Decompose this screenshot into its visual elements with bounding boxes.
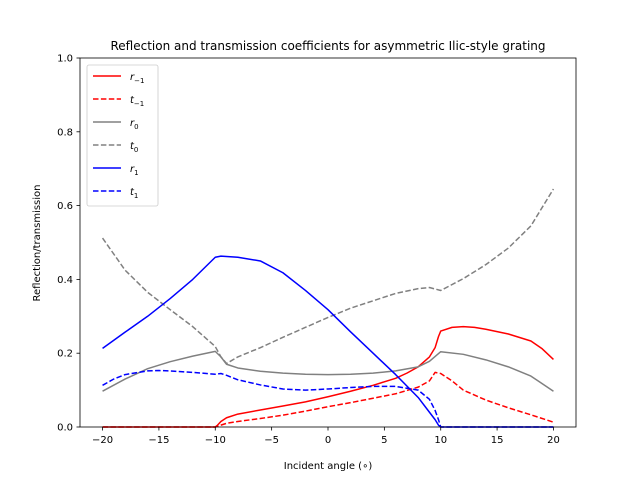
plot-area: −20 −15 −10 −5 0 5 10 15 20 0.0 0.2 0.4 0.6 0.8 1.0 [57, 54, 577, 446]
x-tick-label: −5 [264, 435, 279, 446]
x-tick-label: 5 [381, 435, 387, 446]
legend-box [86, 64, 159, 207]
y-tick-label: 1.0 [57, 54, 73, 65]
series-line-5 [102, 369, 554, 428]
x-tick-label: −20 [92, 435, 113, 446]
x-tick-label: 0 [325, 435, 331, 446]
chart-title: Reflection and transmission coefficients… [110, 39, 545, 53]
legend: r−1 t−1 r0 t0 r1 t1 [86, 64, 159, 207]
x-axis-label: Incident angle (∘) [284, 461, 373, 472]
series-line-1 [102, 371, 554, 428]
x-tick-label: 10 [434, 435, 447, 446]
x-tick-label: 15 [491, 435, 504, 446]
legend-label-0: r−1 [130, 72, 144, 85]
series-line-3 [101, 188, 555, 365]
legend-label-4: r1 [130, 164, 139, 177]
x-tick-label: −10 [205, 435, 226, 446]
legend-label-5: t1 [130, 187, 138, 200]
x-tick-label: 20 [547, 435, 560, 446]
y-tick-label: 0.4 [57, 275, 73, 286]
legend-label-3: t0 [130, 141, 138, 154]
y-tick-label: 0.6 [57, 201, 73, 212]
legend-label-1: t−1 [130, 95, 144, 108]
y-tick-label: 0.8 [57, 127, 73, 138]
y-tick-label: 0.2 [57, 349, 73, 360]
y-axis-label: Reflection/transmission [32, 184, 43, 301]
series-line-2 [102, 350, 554, 392]
y-tick-label: 0.0 [57, 423, 73, 434]
x-tick-label: −15 [148, 435, 169, 446]
series-line-0 [102, 325, 554, 428]
legend-label-2: r0 [130, 118, 139, 131]
